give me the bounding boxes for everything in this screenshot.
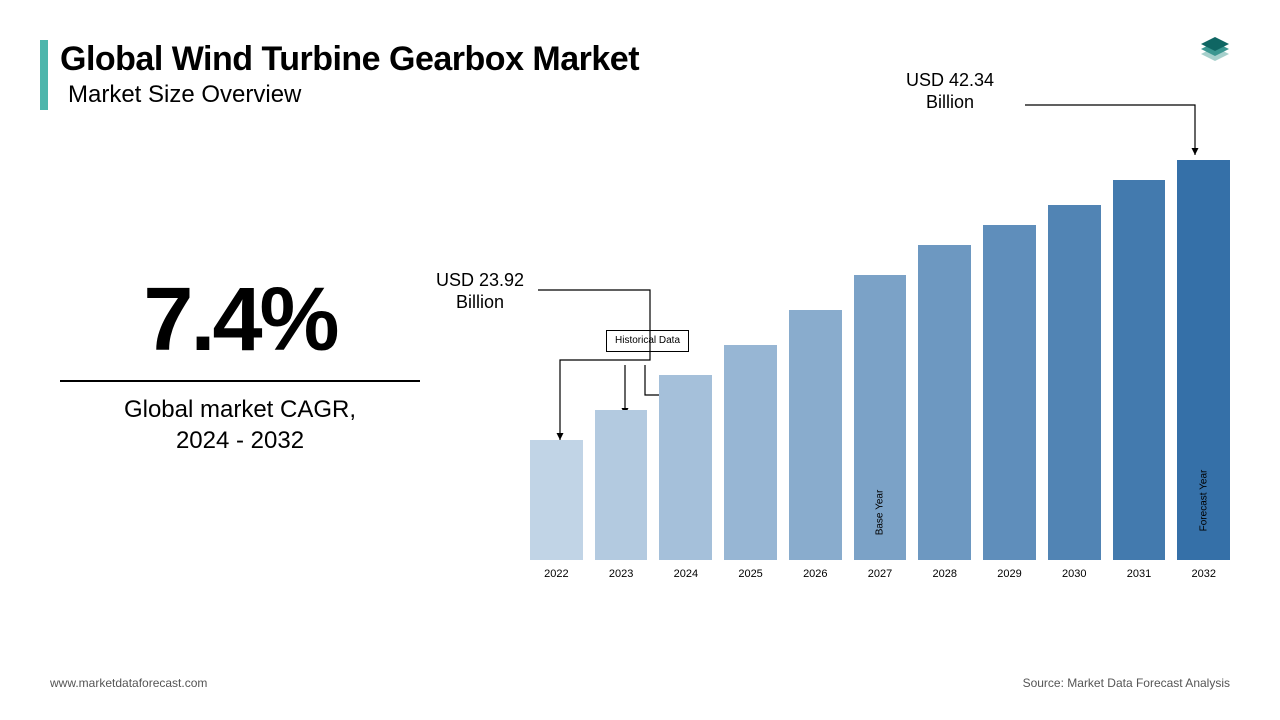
bar [1113, 180, 1166, 560]
bar-wrap: 2026 [789, 310, 842, 580]
bar [1048, 205, 1101, 560]
bar-year-label: 2026 [803, 568, 827, 580]
bar-year-label: 2023 [609, 568, 633, 580]
bar-year-label: 2025 [738, 568, 762, 580]
bar-year-label: 2022 [544, 568, 568, 580]
header: Global Wind Turbine Gearbox Market Marke… [40, 40, 639, 109]
bar-year-label: 2024 [674, 568, 698, 580]
cagr-label: Global market CAGR, 2024 - 2032 [60, 394, 420, 456]
bar-wrap: 2029 [983, 225, 1036, 580]
bar [659, 375, 712, 560]
bar-wrap: 2023 [595, 410, 648, 580]
bar [983, 225, 1036, 560]
bar-year-label: 2032 [1191, 568, 1215, 580]
bar-wrap: 2031 [1113, 180, 1166, 580]
brand-logo-icon [1190, 30, 1240, 80]
bar [595, 410, 648, 560]
bar-year-label: 2031 [1127, 568, 1151, 580]
bar-wrap: 2025 [724, 345, 777, 580]
bar-inner-label: Base Year [875, 490, 886, 536]
bar-wrap: 2028 [918, 245, 971, 580]
bar-wrap: 2024 [659, 375, 712, 580]
bars-container: 2022 2023 2024 2025 2026 Base Year 2027 2028 202… [530, 160, 1230, 580]
accent-bar [40, 40, 48, 110]
bar-year-label: 2028 [933, 568, 957, 580]
bar: Forecast Year [1177, 160, 1230, 560]
bar-wrap: 2030 [1048, 205, 1101, 580]
bar-year-label: 2029 [997, 568, 1021, 580]
footer-source: Source: Market Data Forecast Analysis [1023, 676, 1230, 690]
bar-wrap: Forecast Year 2032 [1177, 160, 1230, 580]
cagr-value: 7.4% [60, 275, 420, 365]
bar [530, 440, 583, 560]
footer-url: www.marketdataforecast.com [50, 676, 207, 690]
bar [724, 345, 777, 560]
bar-year-label: 2030 [1062, 568, 1086, 580]
bar-chart: USD 23.92 Billion USD 42.34 Billion Hist… [530, 130, 1230, 610]
page-title: Global Wind Turbine Gearbox Market [60, 40, 639, 79]
bar [789, 310, 842, 560]
bar-wrap: Base Year 2027 [854, 275, 907, 580]
bar [918, 245, 971, 560]
divider [60, 380, 420, 382]
bar-year-label: 2027 [868, 568, 892, 580]
cagr-panel: 7.4% Global market CAGR, 2024 - 2032 [60, 275, 420, 456]
bar-wrap: 2022 [530, 440, 583, 580]
bar-inner-label: Forecast Year [1198, 470, 1209, 532]
page-subtitle: Market Size Overview [68, 81, 639, 109]
bar: Base Year [854, 275, 907, 560]
callout-end-value: USD 42.34 Billion [880, 70, 1020, 113]
callout-start-value: USD 23.92 Billion [430, 270, 530, 313]
